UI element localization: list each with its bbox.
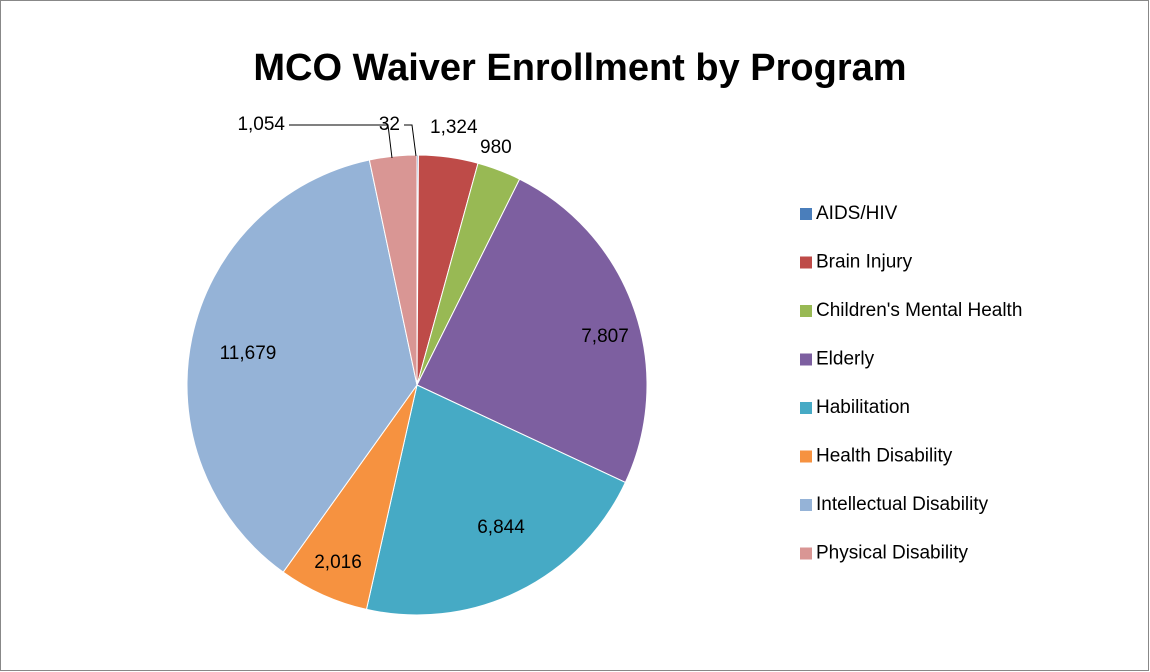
legend-swatch <box>800 208 812 220</box>
data-label: 1,324 <box>430 117 478 138</box>
legend-label: Elderly <box>816 349 875 370</box>
pie-slice <box>186 159 418 573</box>
legend-label: Intellectual Disability <box>816 494 989 515</box>
legend-swatch <box>800 353 812 366</box>
legend-label: AIDS/HIV <box>816 203 898 224</box>
legend-label: Physical Disability <box>816 543 969 564</box>
chart-title: MCO Waiver Enrollment by Program <box>253 47 906 89</box>
pie-slice <box>368 154 418 386</box>
data-label: 2,016 <box>314 552 362 573</box>
legend-swatch <box>800 256 812 269</box>
data-label: 1,054 <box>237 114 285 135</box>
legend-label: Brain Injury <box>816 252 913 273</box>
pie-slice <box>365 384 627 616</box>
data-label: 980 <box>480 137 512 158</box>
pie-slice <box>416 178 648 484</box>
legend-swatch <box>800 450 812 463</box>
legend-swatch <box>800 499 812 511</box>
legend-swatch <box>800 547 812 560</box>
data-label: 32 <box>379 114 400 135</box>
leader-line <box>404 124 417 157</box>
legend-swatch <box>800 305 812 317</box>
data-label: 7,807 <box>581 326 629 347</box>
legend-label: Children's Mental Health <box>816 300 1022 321</box>
legend-swatch <box>800 402 812 414</box>
data-label: 6,844 <box>477 517 525 538</box>
leader-line <box>289 124 393 159</box>
data-label: 11,679 <box>220 343 277 364</box>
legend-label: Health Disability <box>816 446 953 467</box>
legend-label: Habilitation <box>816 397 910 418</box>
